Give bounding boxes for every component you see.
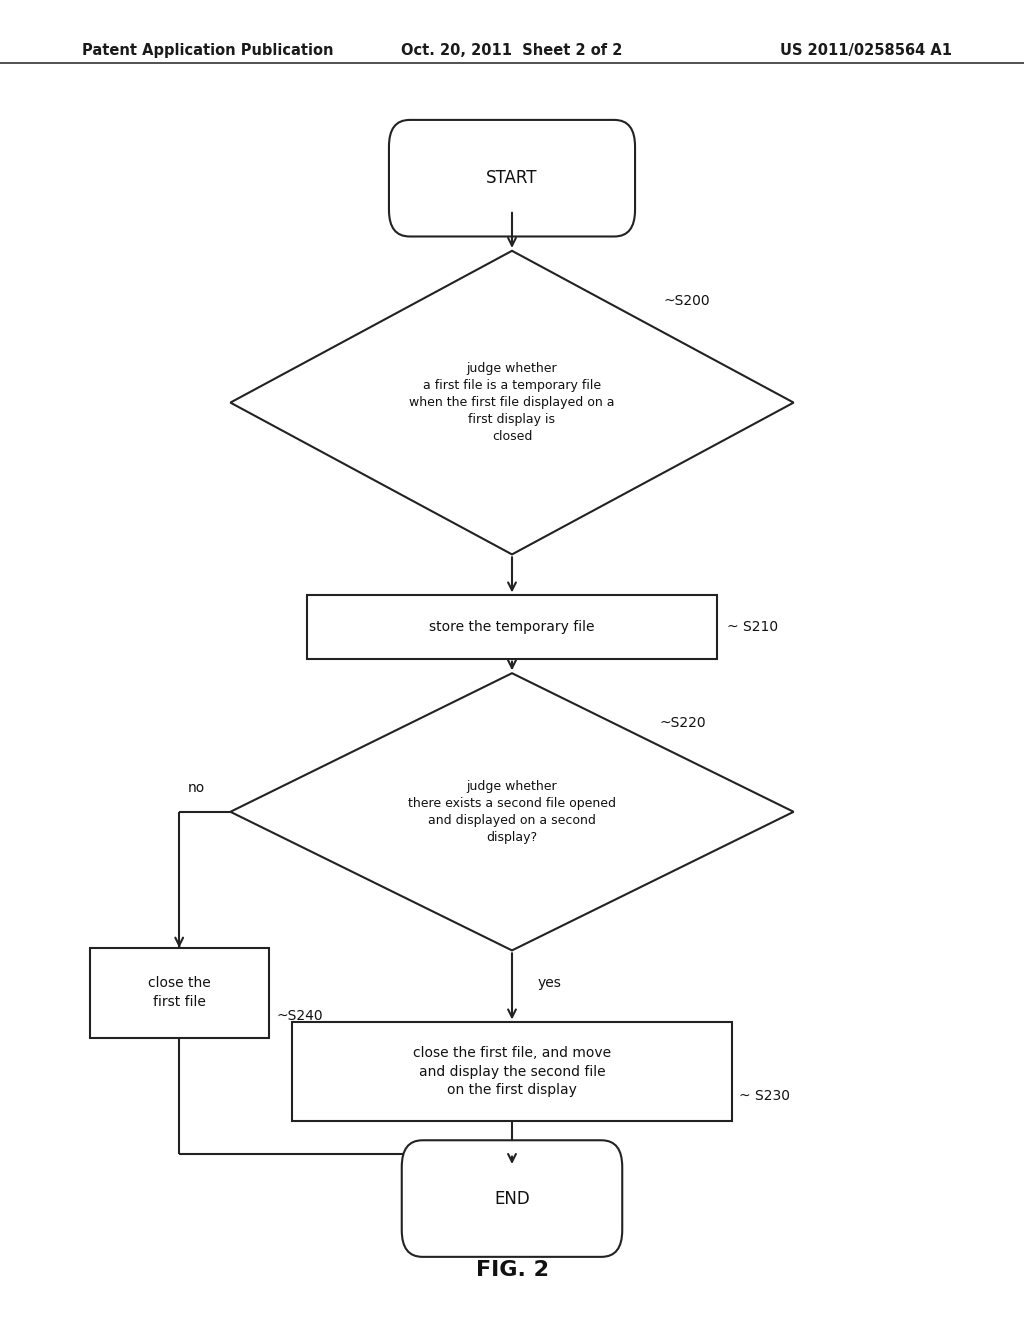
Text: close the first file, and move
and display the second file
on the first display: close the first file, and move and displ… [413,1047,611,1097]
Polygon shape [230,673,794,950]
Text: ~S200: ~S200 [664,294,711,308]
Bar [292,1022,732,1122]
FancyBboxPatch shape [389,120,635,236]
Text: Oct. 20, 2011  Sheet 2 of 2: Oct. 20, 2011 Sheet 2 of 2 [401,42,623,58]
Bar [307,595,717,659]
FancyBboxPatch shape [401,1140,623,1257]
Text: ~S220: ~S220 [659,717,707,730]
Text: judge whether
there exists a second file opened
and displayed on a second
displa: judge whether there exists a second file… [408,780,616,843]
Text: ~ S210: ~ S210 [727,620,778,634]
Text: judge whether
a first file is a temporary file
when the first file displayed on : judge whether a first file is a temporar… [410,362,614,444]
Polygon shape [230,251,794,554]
Text: close the
first file: close the first file [147,977,211,1008]
Text: FIG. 2: FIG. 2 [475,1259,549,1280]
Text: no: no [187,781,205,795]
Text: Patent Application Publication: Patent Application Publication [82,42,334,58]
Text: END: END [495,1189,529,1208]
Text: START: START [486,169,538,187]
Text: yes: yes [538,977,561,990]
Text: US 2011/0258564 A1: US 2011/0258564 A1 [780,42,952,58]
Text: store the temporary file: store the temporary file [429,620,595,634]
Text: ~S240: ~S240 [276,1010,324,1023]
Bar [90,948,268,1038]
Text: ~ S230: ~ S230 [739,1089,791,1102]
